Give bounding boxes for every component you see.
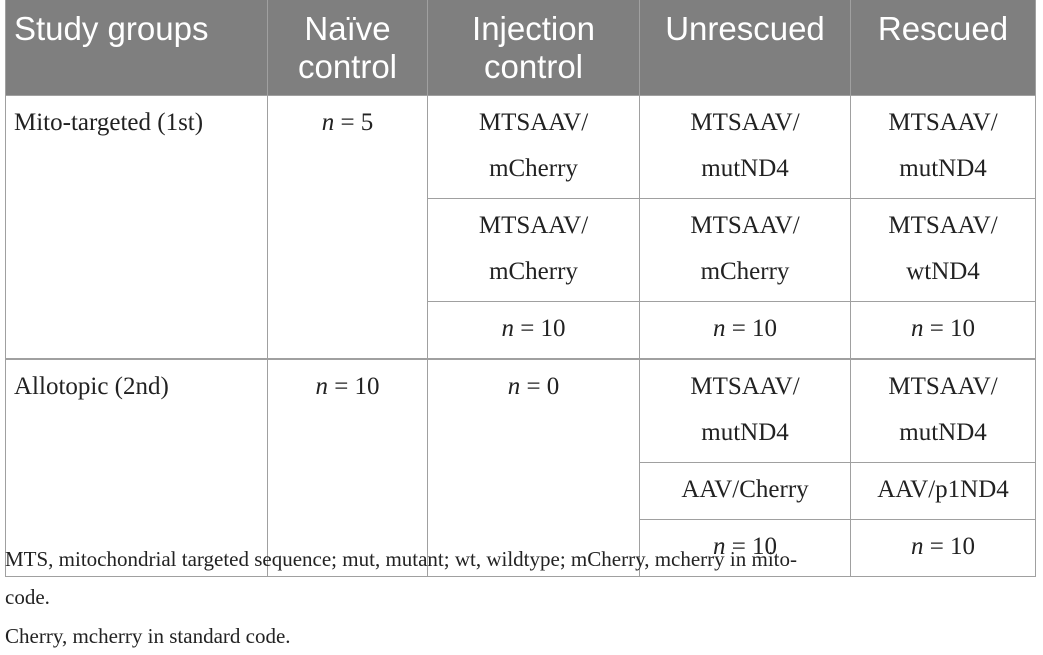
rescued-count-cell: n = 10: [850, 519, 1036, 577]
table-footnote: MTS, mitochondrial targeted sequence; mu…: [5, 540, 1040, 616]
n-label: n: [321, 109, 335, 136]
unrescued-cell: MTSAAV/ mutND4: [639, 358, 851, 463]
group-name: Mito-targeted (1st): [14, 109, 204, 136]
table-row: MTSAAV/ mCherry MTSAAV/ mCherry MTSAAV/ …: [6, 198, 1036, 302]
unrescued-count-cell: n = 10: [639, 519, 851, 577]
rescued-cell: AAV/p1ND4: [850, 462, 1036, 520]
injection-count-cell: n = 10: [427, 301, 640, 360]
unrescued-count-cell: n = 10: [639, 301, 851, 360]
cell-text: mCherry: [700, 258, 790, 285]
table-header-row: Study groups Naïve control Injection con…: [5, 0, 1036, 96]
n-label: n: [507, 373, 521, 400]
cell-text: MTSAAV/: [888, 373, 998, 400]
cell-text: mutND4: [899, 419, 987, 446]
count-value: = 0: [526, 373, 560, 400]
study-groups-table: Study groups Naïve control Injection con…: [5, 0, 1036, 577]
table-row: n = 10 n = 10: [6, 519, 1036, 577]
cell-text: mutND4: [899, 155, 987, 182]
count-value: = 10: [334, 373, 380, 400]
cell-text: mutND4: [701, 155, 789, 182]
study-groups-table-container: Study groups Naïve control Injection con…: [5, 0, 1036, 577]
n-label: n: [712, 533, 726, 560]
rescued-cell: MTSAAV/ mutND4: [850, 95, 1036, 199]
count-value: = 10: [731, 533, 778, 560]
header-text: Naïve: [304, 10, 391, 47]
cell-text: MTSAAV/: [690, 109, 800, 136]
header-rescued: Rescued: [850, 0, 1036, 96]
group-name-cell: Allotopic (2nd): [5, 358, 268, 577]
header-unrescued: Unrescued: [639, 0, 851, 96]
cell-text: MTSAAV/: [888, 212, 998, 239]
header-naive-control: Naïve control: [267, 0, 428, 96]
cell-text: mCherry: [489, 258, 578, 285]
n-label: n: [910, 315, 924, 342]
footnote-line: MTS, mitochondrial targeted sequence; mu…: [5, 547, 798, 571]
injection-cell: MTSAAV/ mCherry: [427, 198, 640, 302]
header-text: Rescued: [877, 10, 1009, 47]
unrescued-cell: MTSAAV/ mCherry: [639, 198, 851, 302]
n-label: n: [712, 315, 726, 342]
cell-text: AAV/p1ND4: [877, 476, 1009, 503]
header-text: control: [483, 48, 584, 85]
injection-cell: MTSAAV/ mCherry: [427, 95, 640, 199]
count-value: = 10: [520, 315, 566, 342]
group-name-cell: Mito-targeted (1st): [5, 95, 268, 360]
cell-text: MTSAAV/: [888, 109, 998, 136]
count-value: = 10: [929, 533, 976, 560]
rescued-cell: MTSAAV/ wtND4: [850, 198, 1036, 302]
count-value: = 10: [929, 315, 976, 342]
naive-count-cell: n = 10: [267, 358, 428, 577]
header-text: Injection: [472, 10, 595, 47]
footnote-line: Cherry, mcherry in standard code.: [5, 624, 291, 648]
table-footnote-2: Cherry, mcherry in standard code.: [5, 617, 1040, 655]
n-label: n: [315, 373, 328, 400]
header-study-groups: Study groups: [5, 0, 268, 96]
cell-text: MTSAAV/: [478, 109, 589, 136]
count-value: = 10: [731, 315, 778, 342]
injection-count-cell: n = 0: [427, 358, 640, 577]
header-injection-control: Injection control: [427, 0, 640, 96]
cell-text: mCherry: [489, 155, 578, 182]
cell-text: MTSAAV/: [690, 373, 800, 400]
header-text: control: [297, 48, 398, 85]
rescued-cell: MTSAAV/ mutND4: [850, 358, 1036, 463]
rescued-count-cell: n = 10: [850, 301, 1036, 360]
unrescued-cell: AAV/Cherry: [639, 462, 851, 520]
cell-text: wtND4: [906, 258, 980, 285]
header-text: Study groups: [14, 10, 209, 47]
table-row: Mito-targeted (1st) n = 5 MTSAAV/ mCherr…: [5, 95, 1036, 360]
cell-text: MTSAAV/: [478, 212, 589, 239]
cell-text: AAV/Cherry: [681, 476, 809, 503]
n-label: n: [910, 533, 924, 560]
unrescued-cell: MTSAAV/ mutND4: [639, 95, 851, 199]
group-name: Allotopic (2nd): [14, 373, 169, 400]
cell-text: MTSAAV/: [690, 212, 800, 239]
naive-count-cell: n = 5: [267, 95, 428, 360]
table-row: Allotopic (2nd) n = 10 n = 0 MTSAAV/ mut…: [5, 358, 1036, 577]
count-value: = 5: [340, 109, 374, 136]
n-label: n: [501, 315, 514, 342]
footnote-line: code.: [5, 585, 50, 609]
header-text: Unrescued: [665, 10, 825, 47]
cell-text: mutND4: [701, 419, 789, 446]
